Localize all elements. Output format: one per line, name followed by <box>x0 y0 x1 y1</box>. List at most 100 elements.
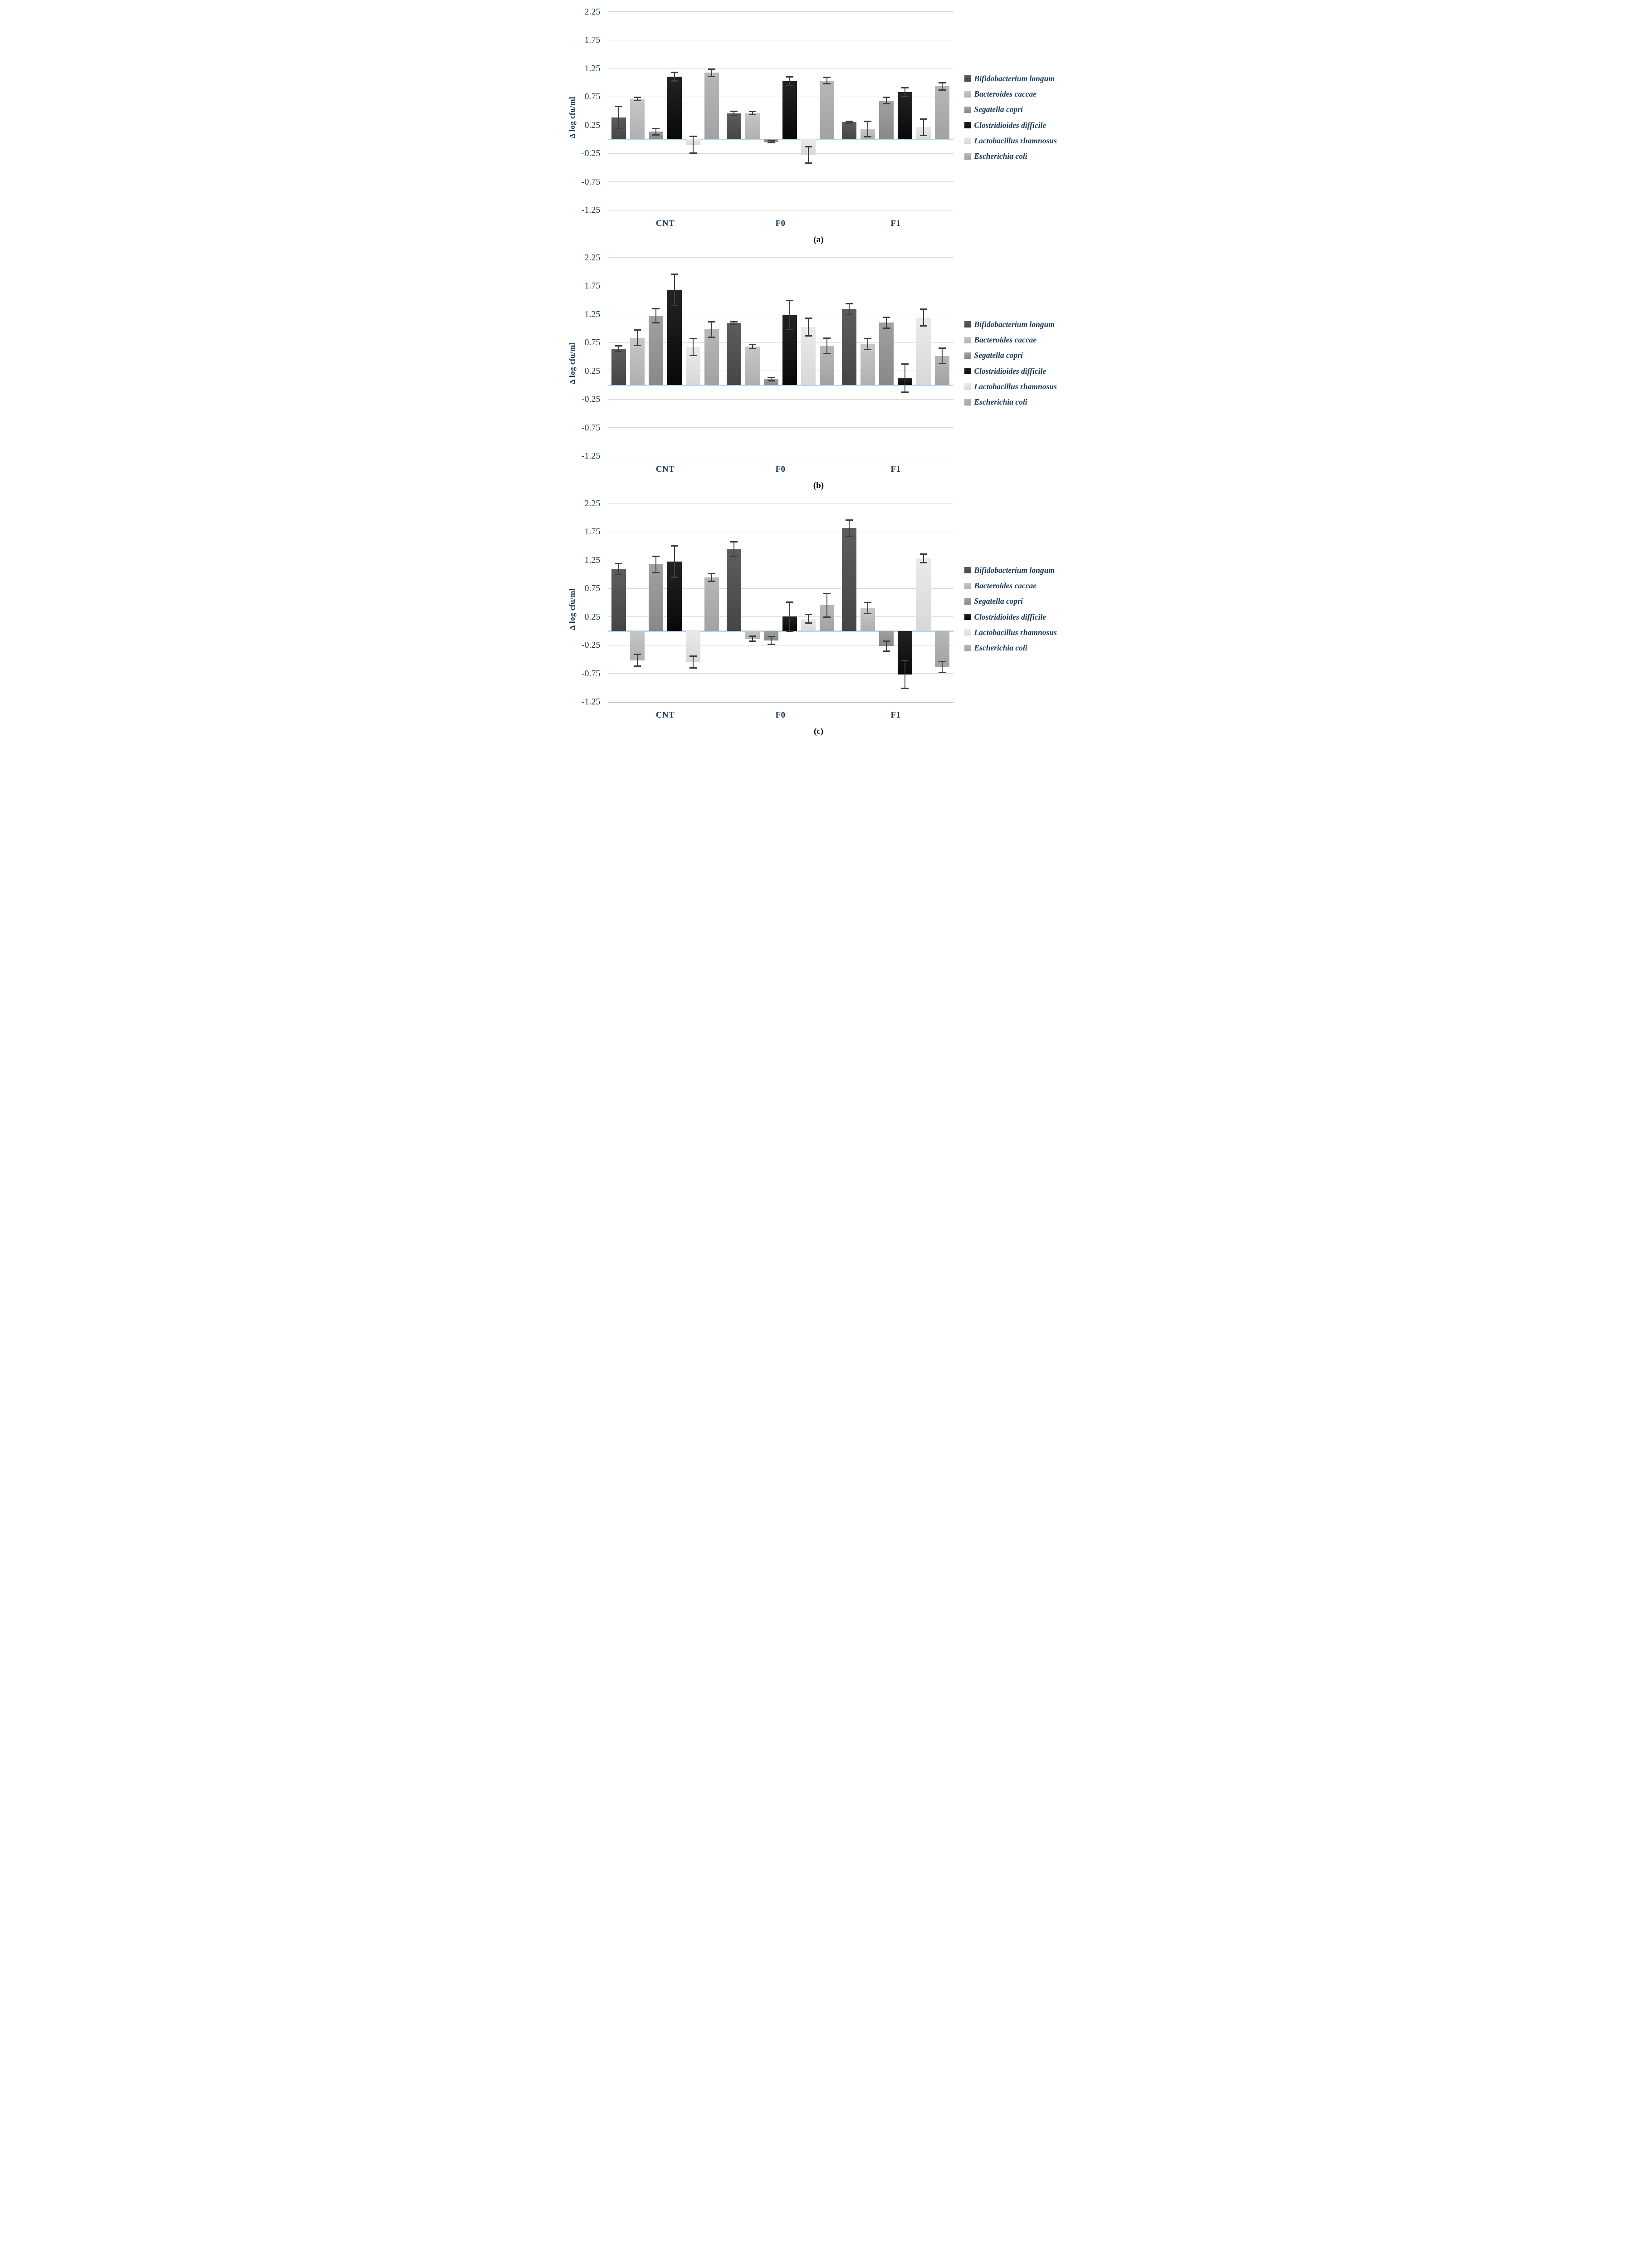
x-axis-label-f0: F0 <box>775 219 786 228</box>
legend-label: Escherichia coli <box>974 397 1027 406</box>
error-cap-top <box>708 573 715 575</box>
error-cap-top <box>708 321 715 323</box>
legend: Bifidobacterium longum Bacteroides caccae… <box>953 313 1090 414</box>
gridline: -0.75 <box>582 177 953 186</box>
y-tick-label: -0.75 <box>581 422 601 433</box>
x-axis-label-cnt: CNT <box>655 464 675 474</box>
error-cap-top <box>671 273 678 275</box>
chart-block-b: Δ log cfu/ml 2.25 1.75 1.25 0.75 0.25 -0.25 -0… <box>558 252 1092 491</box>
bar-slot <box>686 498 700 707</box>
error-cap-bottom <box>823 83 831 85</box>
error-cap-bottom <box>749 347 756 349</box>
error-cap-bottom <box>634 345 641 347</box>
bar-slot <box>704 498 719 707</box>
error-cap-top <box>768 140 775 142</box>
bar-bifidobacterium-longum <box>842 122 856 139</box>
error-cap-top <box>768 377 775 379</box>
chart-caption: (b) <box>813 481 824 490</box>
error-cap-top <box>768 636 775 637</box>
bar-slot <box>898 498 912 707</box>
bar-slot <box>745 6 760 215</box>
bar-slot <box>667 498 682 707</box>
error-bar <box>733 542 734 557</box>
legend-swatch-segatella-copri <box>964 106 971 113</box>
bar-slot <box>704 6 719 215</box>
y-tick-label: 2.25 <box>584 498 601 508</box>
zero-baseline <box>607 138 953 140</box>
legend-swatch-bifidobacterium-longum <box>964 321 971 328</box>
error-cap-top <box>615 345 622 347</box>
error-cap-top <box>671 72 678 73</box>
error-cap-top <box>939 661 946 662</box>
bar-segatella-copri <box>649 564 663 631</box>
bar-groups <box>608 252 953 461</box>
y-tick-label: 0.25 <box>584 366 601 376</box>
gridline: 2.25 <box>585 253 953 262</box>
error-cap-top <box>730 321 738 323</box>
bar-slot <box>916 498 931 707</box>
chart-row-b: Δ log cfu/ml 2.25 1.75 1.25 0.75 0.25 -0.25 -0… <box>558 252 1092 474</box>
error-cap-bottom <box>671 577 678 578</box>
error-cap-bottom <box>671 304 678 306</box>
error-cap-top <box>864 602 871 603</box>
error-bar <box>711 68 712 77</box>
error-bar <box>789 300 790 330</box>
bar-group-f0 <box>723 252 838 461</box>
y-tick-label: 1.75 <box>584 35 601 45</box>
error-cap-top <box>846 519 853 521</box>
error-cap-bottom <box>823 352 831 354</box>
gridline: 0.75 <box>585 338 953 347</box>
x-axis-labels: CNT F0 F1 <box>608 464 953 474</box>
bar-bifidobacterium-longum <box>842 528 856 631</box>
bar-group-f1 <box>838 252 953 461</box>
error-bar <box>808 146 809 164</box>
bar-slot <box>667 252 682 461</box>
legend-label: Segatella copri <box>974 351 1023 360</box>
error-cap-bottom <box>786 630 793 632</box>
error-cap-bottom <box>901 95 909 97</box>
y-tick-label: -1.25 <box>581 451 601 461</box>
plot-area: 2.25 1.75 1.25 0.75 0.25 -0.25 -0.75 -1.25 <box>582 252 953 461</box>
gridline: 0.75 <box>585 584 953 593</box>
error-cap-bottom <box>920 562 927 563</box>
y-tick-label: 0.75 <box>584 583 601 594</box>
legend-label: Clostridioides difficile <box>974 366 1046 376</box>
error-cap-bottom <box>634 99 641 101</box>
error-cap-bottom <box>652 572 660 573</box>
bar-slot <box>686 6 700 215</box>
bar-slot <box>898 6 912 215</box>
plot-area: 2.25 1.75 1.25 0.75 0.25 -0.25 -0.75 -1.25 <box>582 498 953 707</box>
legend-swatch-clostridioides-difficile <box>964 614 971 621</box>
legend-label: Segatella copri <box>974 596 1023 606</box>
x-axis-label-f0: F0 <box>775 464 786 474</box>
error-bar <box>655 128 656 135</box>
error-bar <box>826 337 827 354</box>
legend-item-segatella-copri: Segatella copri <box>964 596 1090 606</box>
error-bar <box>942 82 943 90</box>
error-cap-bottom <box>805 335 812 337</box>
y-tick-label: -0.75 <box>581 668 601 679</box>
error-cap-bottom <box>749 640 756 642</box>
y-tick-label: -0.25 <box>581 394 601 405</box>
legend-item-clostridioides-difficile: Clostridioides difficile <box>964 121 1090 130</box>
error-cap-bottom <box>864 613 871 614</box>
bar-lactobacillus-rhamnosus <box>916 558 931 631</box>
legend-item-lactobacillus-rhamnosus: Lactobacillus rhamnosus <box>964 382 1090 391</box>
error-cap-top <box>689 655 697 657</box>
legend-item-bacteroides-caccae: Bacteroides caccae <box>964 335 1090 344</box>
error-cap-bottom <box>846 122 853 124</box>
x-axis-label-f1: F1 <box>890 219 901 228</box>
x-axis-label-f0: F0 <box>775 710 786 720</box>
legend-swatch-clostridioides-difficile <box>964 368 971 375</box>
error-cap-top <box>634 653 641 655</box>
y-tick-label: 0.75 <box>584 92 601 102</box>
bar-bacteroides-caccae <box>745 346 760 385</box>
error-cap-bottom <box>615 350 622 352</box>
bar-bacteroides-caccae <box>861 344 875 385</box>
legend: Bifidobacterium longum Bacteroides caccae… <box>953 68 1090 168</box>
legend-item-lactobacillus-rhamnosus: Lactobacillus rhamnosus <box>964 628 1090 637</box>
error-cap-bottom <box>768 643 775 645</box>
error-cap-bottom <box>786 329 793 331</box>
plot-area: 2.25 1.75 1.25 0.75 0.25 -0.25 -0.75 -1.25 <box>582 6 953 215</box>
y-tick-label: 1.25 <box>584 555 601 565</box>
